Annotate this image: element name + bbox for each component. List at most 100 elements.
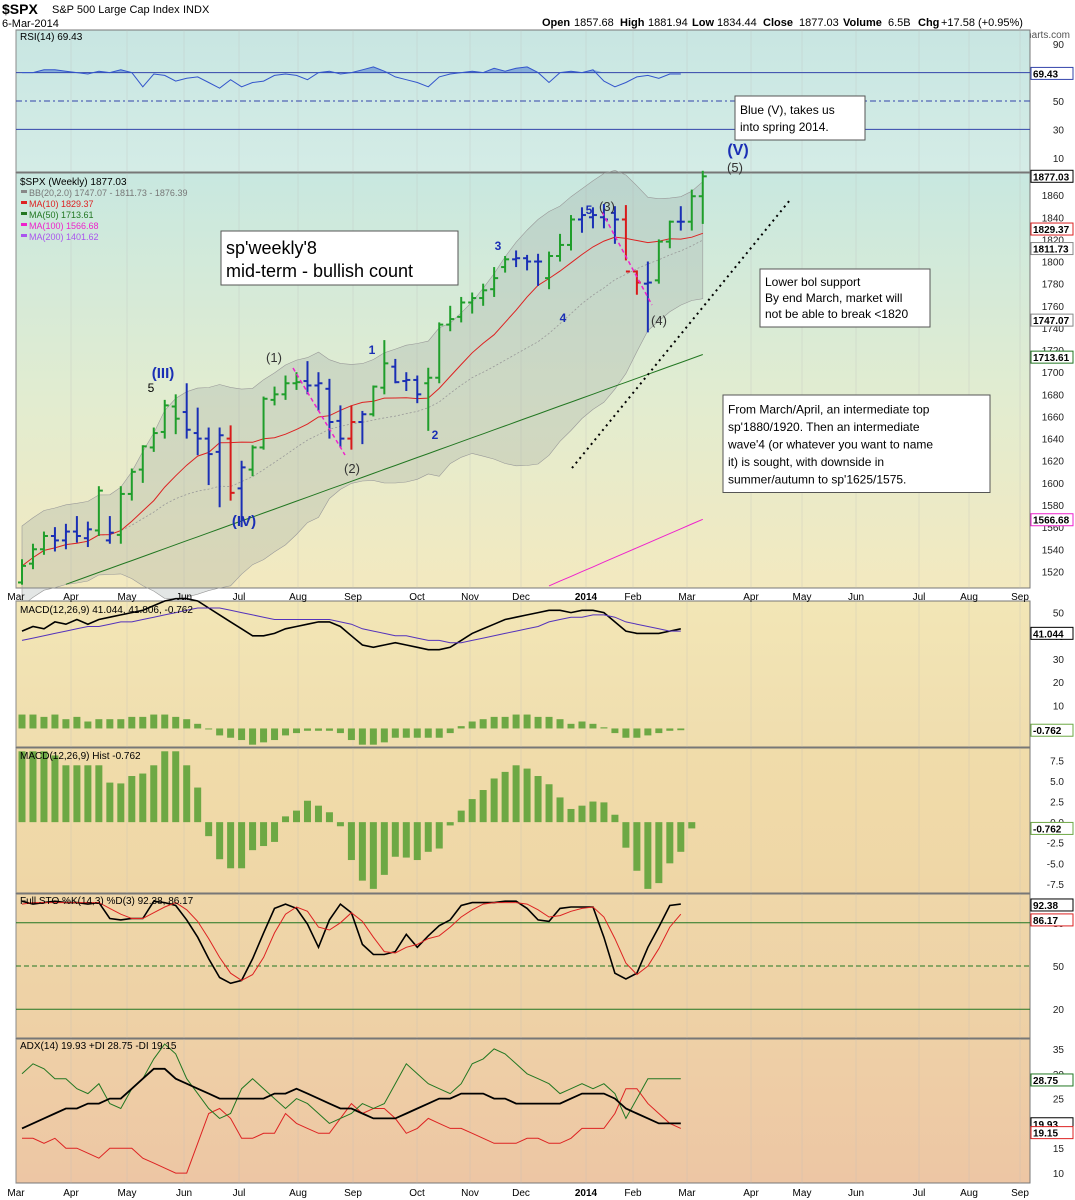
adx-plus-tag: 28.75 (1030, 1073, 1074, 1087)
hist-tick-label: 5.0 (1050, 777, 1064, 788)
macd-hist-tag: -0.762 (1030, 723, 1074, 737)
ohlc-readout: Open 1857.68 High 1881.94 Low 1834.44 Cl… (542, 17, 1023, 29)
macd-tick-label: 20 (1053, 678, 1065, 689)
adx-minus-tag-text: 19.15 (1033, 1129, 1058, 1140)
wave-5-black-label: 5 (148, 381, 155, 395)
price-axis-month-label: Dec (512, 592, 530, 603)
ohlc-bar (588, 207, 597, 229)
legend-swatch (21, 190, 27, 193)
hist-bar (424, 822, 432, 852)
sto-tick-label: 50 (1053, 962, 1065, 973)
note-blue-v-line: into spring 2014. (740, 120, 829, 134)
note-intermediate-line: sp'1880/1920. Then an intermediate (728, 420, 920, 434)
price-axis-month-label: Sep (1011, 592, 1029, 603)
ohlc-bar (259, 396, 268, 450)
wave-b5-label: 5 (586, 203, 593, 217)
hist-bar (358, 822, 366, 881)
hist-bar (413, 822, 421, 861)
sto-title: Full STO %K(14,3) %D(3) 92.38, 86.17 (20, 896, 194, 907)
macd-hist-bar (51, 714, 59, 729)
adx-minus-tag-box (1030, 1126, 1074, 1140)
hist-bar (183, 765, 191, 823)
chart-date: 6-Mar-2014 (2, 18, 59, 30)
macd-line (21, 597, 681, 651)
hist-bar (435, 822, 443, 849)
volume-label: Volume (843, 17, 882, 29)
price-tick-label: 1800 (1042, 258, 1065, 269)
price-axis-month-label: Apr (63, 592, 79, 603)
ohlc-bar (50, 527, 59, 552)
high-value: 1881.94 (648, 17, 688, 29)
hist-bar (282, 816, 290, 823)
macd-hist-bar (150, 714, 158, 729)
macd-hist-bar (249, 728, 257, 745)
wave-IV-label: (IV) (232, 513, 256, 530)
price-axis-month-label: Nov (461, 592, 479, 603)
legend-entry: MA(10) 1829.37 (29, 199, 94, 209)
wave-b3-label: 3 (495, 239, 502, 253)
sto-d-tag: 86.17 (1030, 913, 1074, 927)
ohlc-bar (182, 383, 191, 439)
adx-tick-label: 10 (1053, 1169, 1065, 1180)
macd-hist-bar (633, 728, 641, 738)
wave-b1-label: 1 (369, 343, 376, 357)
price-tag-1-box (1030, 222, 1074, 236)
hist-bar (117, 783, 125, 823)
hist-bar (271, 822, 279, 842)
ohlc-bar (468, 292, 477, 314)
macd-hist-bar (556, 719, 564, 729)
price-axis-month-label: Aug (960, 592, 978, 603)
macd-hist-bar (644, 728, 652, 736)
macd-hist-bar (303, 728, 311, 731)
note-intermediate (722, 394, 991, 493)
ohlc-bar (18, 559, 26, 585)
price-tick-label: 1680 (1042, 390, 1065, 401)
macd-hist-bar (567, 723, 575, 729)
ohlc-bar (512, 250, 521, 268)
macd-hist-bar (314, 728, 322, 731)
price-tag-0-text: 1877.03 (1033, 172, 1070, 183)
ma50-line (65, 354, 703, 585)
adx-panel (15, 1038, 1031, 1184)
ohlc-bar (39, 531, 48, 555)
macd-hist-bar (446, 728, 454, 734)
ohlc-bar (270, 386, 279, 406)
price-tag-3-text: 1747.07 (1033, 316, 1070, 327)
hist-tick-label: -2.5 (1047, 839, 1065, 850)
legend-swatch (21, 223, 27, 226)
hist-bar (633, 822, 641, 871)
adx-tag-text: 19.93 (1033, 1120, 1058, 1131)
hist-bar (644, 822, 652, 889)
ohlc-bar (402, 372, 411, 392)
price-tag-2-text: 1811.73 (1033, 245, 1069, 256)
hist-bar (227, 822, 235, 869)
low-label: Low (692, 17, 714, 29)
hist-bar (40, 751, 48, 823)
hist-last-tag-text: -0.762 (1033, 824, 1062, 835)
ohlc-bar (303, 361, 312, 395)
adx-plus-tag-text: 28.75 (1033, 1076, 1058, 1087)
wave-1-label: (1) (266, 350, 282, 365)
macd-hist-bar (677, 728, 685, 731)
ohlc-bar (138, 445, 147, 483)
price-tag-3-box (1030, 313, 1074, 327)
macd-hist-bar (227, 728, 235, 738)
wave-5-label: (5) (727, 160, 743, 175)
legend-entry: MA(100) 1566.68 (29, 221, 99, 231)
macd-hist-bar (271, 728, 279, 741)
macd-hist-bar (62, 719, 70, 729)
price-tag-5: 1566.68 (1030, 513, 1074, 527)
ohlc-bar (490, 267, 499, 297)
correction-line-2 (292, 367, 346, 456)
hist-bar (490, 778, 498, 823)
sto-tick-label: 20 (1053, 1005, 1065, 1016)
rsi-last-tag-text: 69.43 (1033, 69, 1058, 80)
macd-hist-bar (260, 728, 268, 743)
wave-b2-label: 2 (432, 428, 439, 442)
hist-bar (578, 805, 586, 823)
note-intermediate-line: summer/autumn to sp'1625/1575. (728, 473, 906, 487)
macd-hist-bar (238, 728, 246, 741)
price-axis-month-label: Mar (678, 592, 696, 603)
wave-III-label: (III) (152, 365, 175, 382)
